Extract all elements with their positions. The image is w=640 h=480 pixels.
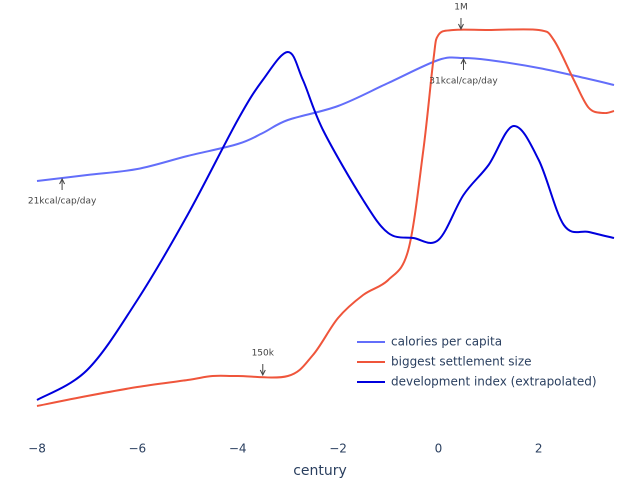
annotation-arrowhead [458, 23, 464, 31]
legend-label: development index (extrapolated) [391, 375, 597, 389]
x-tick-label: 0 [435, 442, 443, 456]
annotation-arrowhead [259, 369, 266, 377]
series-line [36, 28, 615, 407]
x-tick-label: −8 [28, 442, 46, 456]
x-tick-label: −2 [329, 442, 347, 456]
series-line [36, 56, 615, 182]
series-line [36, 50, 615, 401]
annotation-arrowhead [460, 57, 467, 65]
annotation-arrowhead [59, 177, 66, 185]
legend-label: biggest settlement size [391, 355, 532, 369]
annotation: 31kcal/cap/day [429, 77, 498, 87]
annotation: 150k [252, 349, 275, 359]
x-axis-title: century [293, 463, 347, 479]
annotation: 21kcal/cap/day [28, 197, 97, 207]
x-tick-label: −6 [128, 442, 146, 456]
annotation: 1M [454, 3, 468, 13]
x-tick-label: −4 [229, 442, 247, 456]
legend-label: calories per capita [391, 335, 502, 349]
x-tick-label: 2 [535, 442, 543, 456]
